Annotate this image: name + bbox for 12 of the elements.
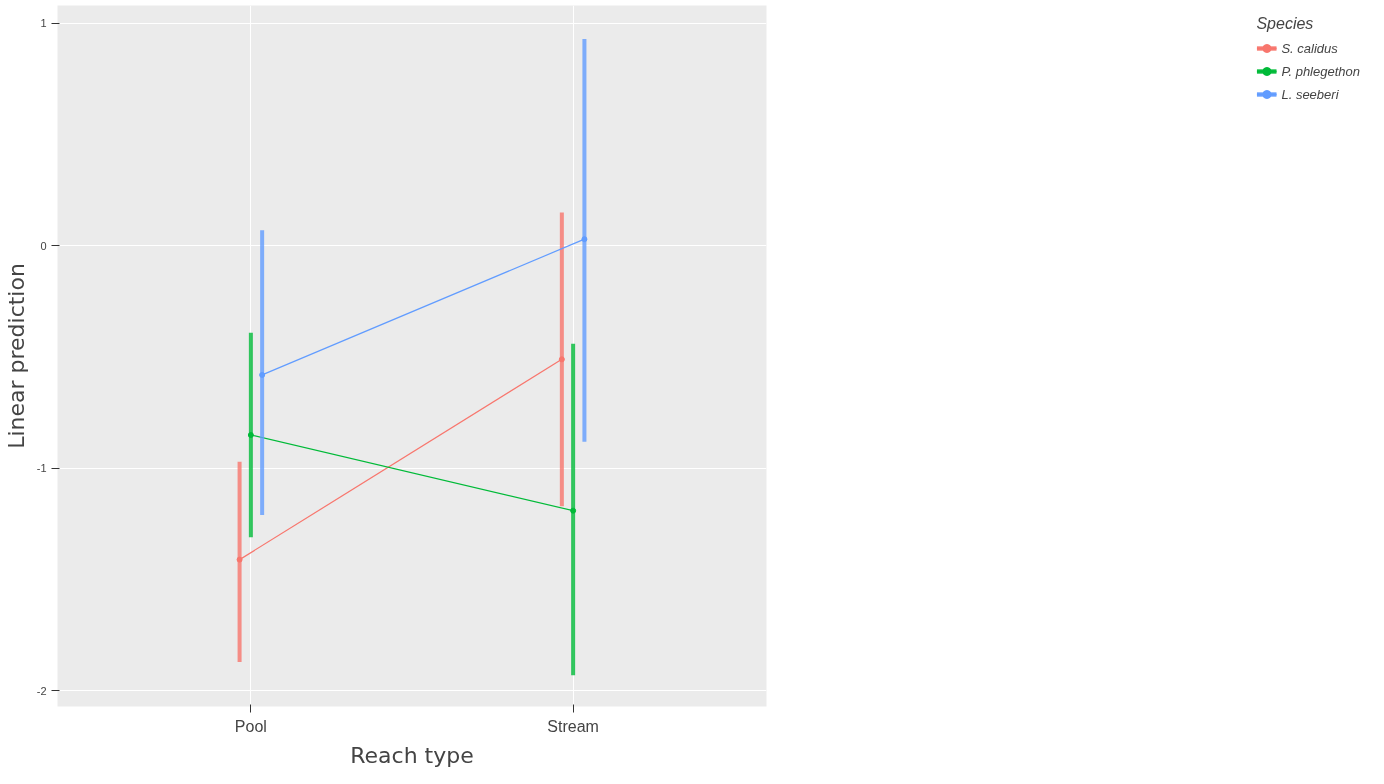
x-tick-label: Pool xyxy=(234,717,267,735)
legend-label: S. calidus xyxy=(1281,40,1338,56)
y-tick-label: 0 xyxy=(40,239,47,252)
y-tick-label: -2 xyxy=(36,684,47,697)
y-tick-label: 1 xyxy=(40,17,47,30)
legend-label: L. seeberi xyxy=(1281,86,1339,102)
y-tick-label: -1 xyxy=(36,462,47,475)
x-tick-label: Stream xyxy=(547,717,599,735)
y-axis-title: Linear prediction xyxy=(3,263,29,449)
legend-title: Species xyxy=(1256,15,1315,33)
x-axis-title: Reach type xyxy=(350,742,474,768)
legend-label: P. phlegethon xyxy=(1281,63,1360,79)
